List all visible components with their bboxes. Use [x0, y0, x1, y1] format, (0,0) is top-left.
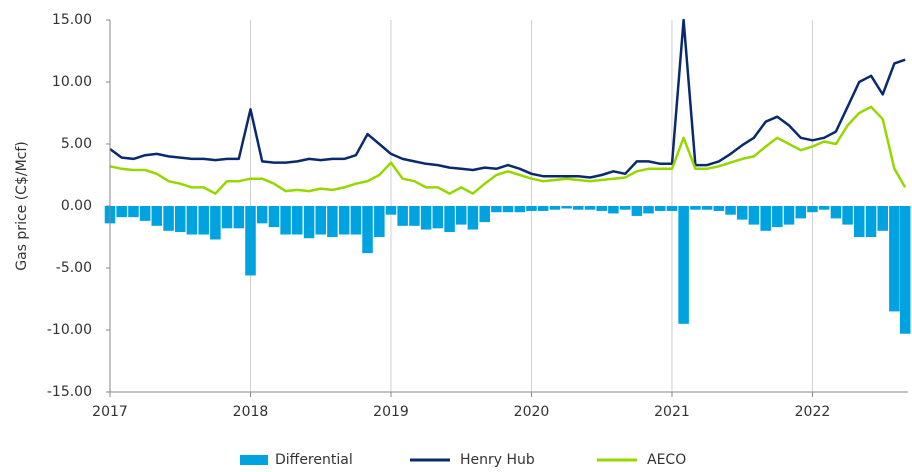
bar [467, 206, 479, 230]
bar [643, 206, 654, 214]
bar [655, 206, 666, 211]
bar [420, 206, 432, 230]
x-tick-label: 2021 [654, 404, 690, 420]
bar [889, 206, 900, 312]
bar [853, 206, 865, 237]
y-tick-label: 5.00 [61, 136, 92, 152]
bar [807, 206, 818, 213]
y-tick-label: -5.00 [56, 260, 92, 276]
bar [292, 206, 303, 235]
bar [116, 206, 127, 218]
bar [245, 206, 256, 276]
bar [736, 206, 748, 220]
bar [713, 206, 725, 211]
bar [795, 206, 807, 219]
bar [877, 206, 888, 231]
bar [608, 206, 619, 214]
bar [186, 206, 198, 235]
bar [350, 206, 362, 235]
x-tick-label: 2019 [373, 404, 409, 420]
legend-label: Henry Hub [460, 452, 535, 468]
bar [268, 206, 280, 228]
bar [514, 206, 526, 213]
bar [432, 206, 444, 229]
legend-swatch [240, 455, 268, 465]
x-tick-label: 2020 [514, 404, 550, 420]
bar [151, 206, 163, 226]
bar [409, 206, 420, 226]
y-tick-label: 0.00 [61, 198, 92, 214]
bar [502, 206, 514, 213]
bar [198, 206, 209, 235]
bar [374, 206, 385, 237]
bar [385, 206, 397, 215]
bar [128, 206, 139, 218]
bar [865, 206, 877, 237]
bar [772, 206, 783, 228]
bar [338, 206, 350, 235]
line [109, 18, 906, 179]
bar [362, 206, 373, 254]
bar [678, 206, 689, 324]
bar [619, 206, 631, 210]
bar [549, 206, 561, 210]
bar [572, 206, 584, 210]
bar [221, 206, 233, 229]
bar [842, 206, 853, 225]
y-tick-label: -10.00 [47, 322, 92, 338]
bar [315, 206, 327, 235]
bar [830, 206, 842, 219]
y-tick-label: 10.00 [52, 74, 92, 90]
bar [397, 206, 408, 226]
legend-label: AECO [647, 452, 686, 468]
bar [631, 206, 643, 216]
bar [163, 206, 174, 231]
y-tick-label: -15.00 [47, 384, 92, 400]
bar [210, 206, 221, 240]
bar [760, 206, 771, 231]
bar [526, 206, 537, 211]
x-tick-label: 2018 [233, 404, 269, 420]
bar [596, 206, 607, 211]
y-axis-label: Gas price (C$/Mcf) [14, 141, 30, 271]
bar [303, 206, 315, 239]
bar [748, 206, 760, 225]
legend-label: Differential [275, 452, 353, 468]
bar [899, 206, 911, 334]
bar [256, 206, 268, 224]
bar [584, 206, 596, 210]
bar [280, 206, 291, 235]
bar [537, 206, 549, 211]
bar [701, 206, 713, 210]
bar [444, 206, 455, 233]
line [109, 105, 907, 195]
bar [725, 206, 736, 215]
bar [491, 206, 502, 213]
bar [666, 206, 678, 211]
bar [139, 206, 151, 221]
bar [561, 206, 572, 209]
bar [690, 206, 701, 210]
bar [783, 206, 795, 225]
x-tick-label: 2017 [92, 404, 128, 420]
bar [233, 206, 245, 229]
bar [327, 206, 338, 237]
bar [455, 206, 467, 225]
bar [479, 206, 490, 223]
bar [818, 206, 830, 210]
x-tick-label: 2022 [795, 404, 831, 420]
bar [174, 206, 186, 233]
y-tick-label: 15.00 [52, 12, 92, 28]
